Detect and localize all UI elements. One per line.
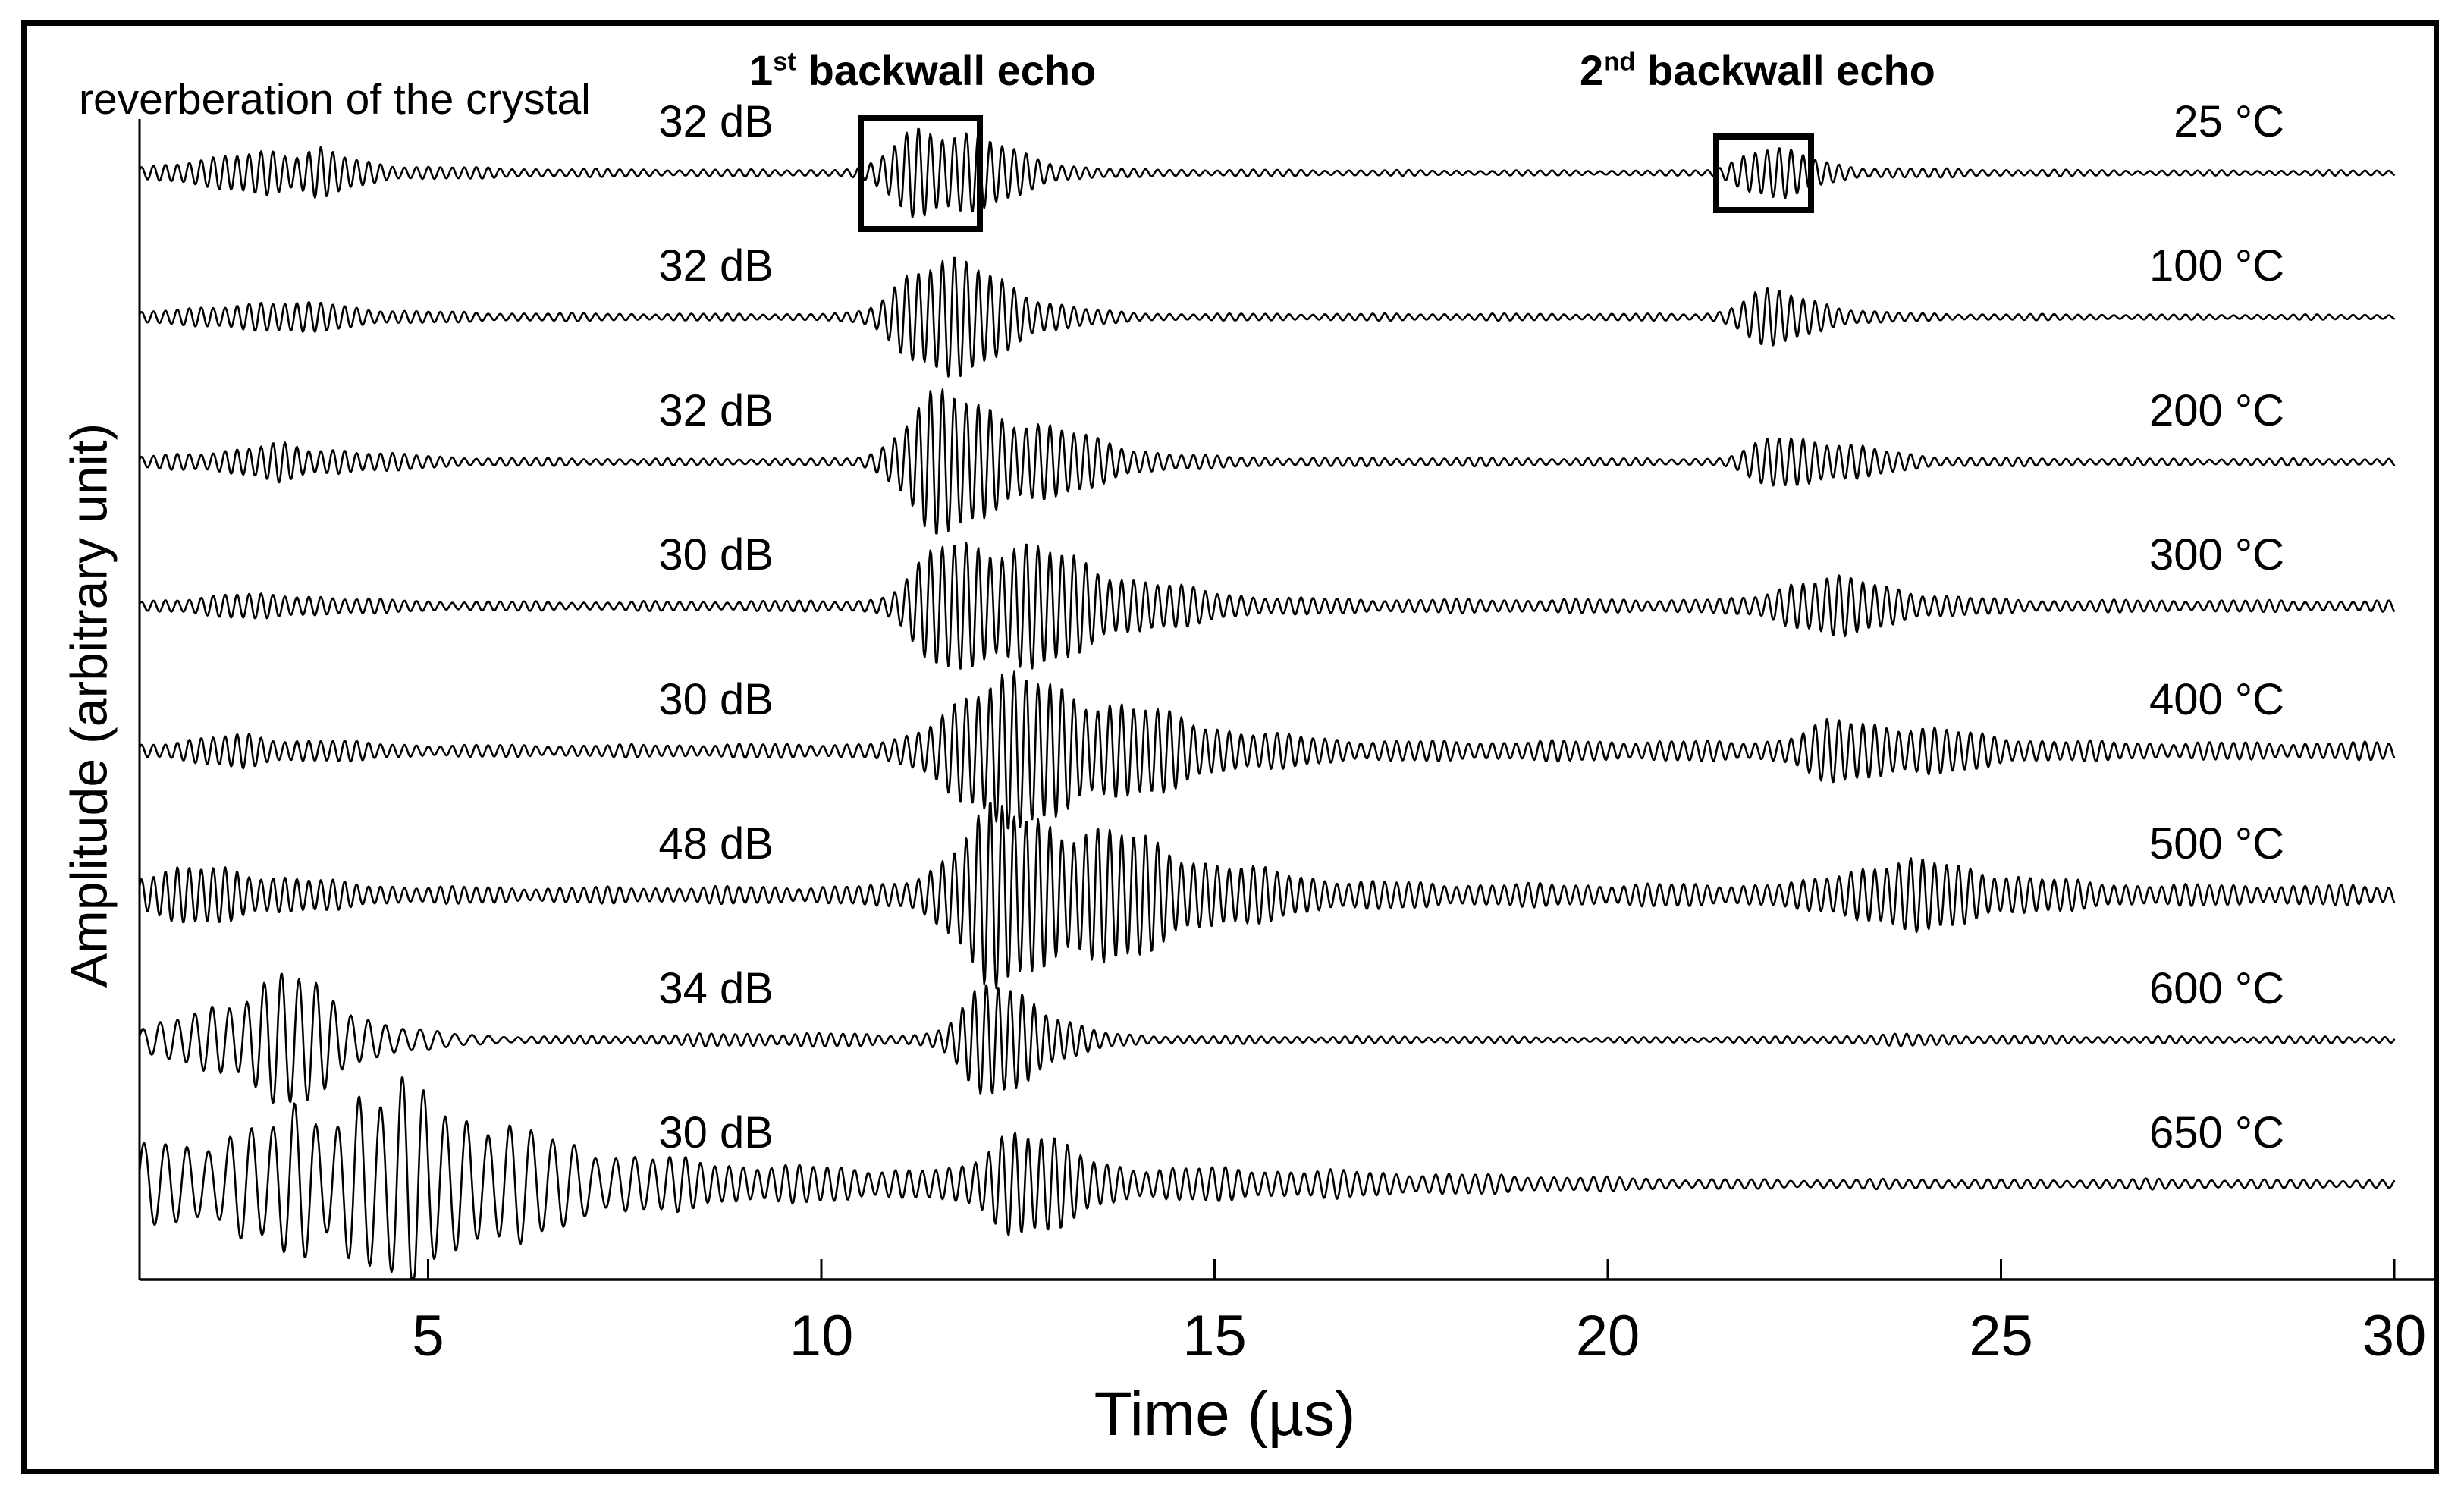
temperature-label: 100 °C (2149, 241, 2284, 290)
x-tick-label: 20 (1575, 1304, 1640, 1368)
second-echo-ordinal-suffix: nd (1603, 47, 1636, 77)
temperature-label: 25 °C (2174, 97, 2284, 146)
temperature-label: 500 °C (2149, 819, 2284, 868)
first-echo-ordinal-suffix: st (773, 47, 797, 77)
second-backwall-echo-annotation: 2nd backwall echo (1580, 46, 1935, 94)
waveform-trace-25c (138, 127, 2396, 218)
reverberation-annotation: reverberation of the crystal (79, 75, 591, 124)
second-echo-text: backwall echo (1635, 46, 1935, 94)
temperature-label: 200 °C (2149, 386, 2284, 435)
y-axis-title: Amplitude (arbitrary unit) (60, 422, 118, 988)
first-echo-ordinal: 1 (749, 46, 774, 94)
waveform-trace-600c (138, 972, 2396, 1104)
first-echo-text: backwall echo (796, 46, 1097, 94)
gain-label: 32 dB (658, 386, 774, 435)
first-backwall-echo-annotation: 1st backwall echo (749, 46, 1097, 94)
waveform-trace-650c (138, 1076, 2396, 1280)
figure-border (21, 20, 2439, 1474)
waveform-trace-200c (138, 388, 2396, 535)
waveform-trace-100c (138, 256, 2396, 378)
gain-label: 32 dB (658, 97, 774, 146)
second-echo-ordinal: 2 (1580, 46, 1604, 94)
temperature-label: 400 °C (2149, 675, 2284, 724)
x-tick-label: 15 (1182, 1304, 1247, 1368)
x-axis-title: Time (µs) (1094, 1380, 1356, 1449)
first-backwall-echo-box (858, 115, 983, 232)
x-tick-label: 5 (412, 1304, 444, 1368)
gain-label: 30 dB (658, 530, 774, 579)
x-tick-label: 25 (1969, 1304, 2033, 1368)
gain-label: 30 dB (658, 1108, 774, 1157)
waveform-trace-300c (138, 542, 2396, 670)
temperature-label: 600 °C (2149, 964, 2284, 1013)
second-backwall-echo-box (1713, 133, 1814, 213)
x-tick-label: 10 (789, 1304, 854, 1368)
x-tick-label: 30 (2362, 1304, 2427, 1368)
temperature-label: 650 °C (2149, 1108, 2284, 1157)
gain-label: 32 dB (658, 241, 774, 290)
gain-label: 48 dB (658, 819, 774, 868)
waveform-trace-500c (138, 802, 2396, 990)
temperature-label: 300 °C (2149, 530, 2284, 579)
gain-label: 34 dB (658, 964, 774, 1013)
waveform-trace-400c (138, 670, 2396, 830)
gain-label: 30 dB (658, 675, 774, 724)
